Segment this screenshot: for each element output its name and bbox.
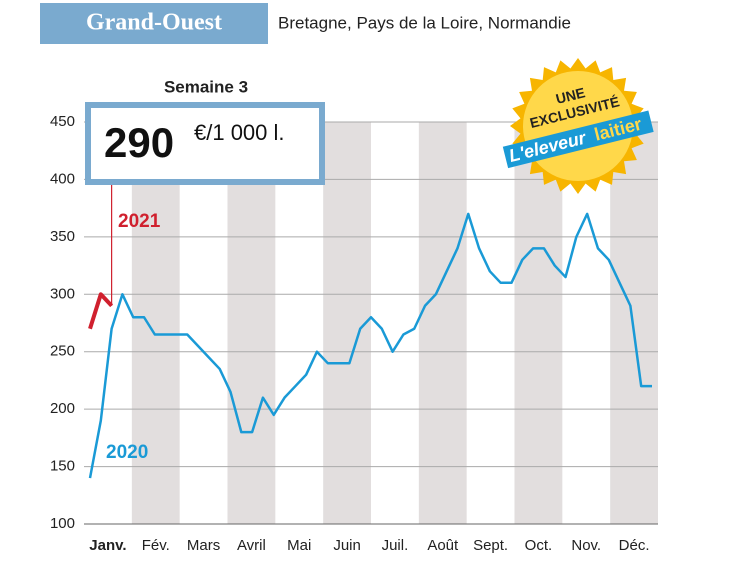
subtitle: Bretagne, Pays de la Loire, Normandie <box>278 13 571 32</box>
y-tick-label: 350 <box>50 228 75 245</box>
y-tick-label: 200 <box>50 400 75 417</box>
series-label: 2021 <box>118 211 161 232</box>
x-tick-label: Mars <box>187 537 220 554</box>
x-tick-label: Juin <box>333 537 361 554</box>
x-tick-label: Janv. <box>89 537 126 554</box>
month-band <box>514 122 563 524</box>
month-band <box>131 122 180 524</box>
x-tick-label: Déc. <box>619 537 650 554</box>
week-label: Semaine 3 <box>164 77 248 96</box>
callout-unit: €/1 000 l. <box>194 120 285 145</box>
callout-value: 290 <box>104 119 174 166</box>
x-tick-label: Mai <box>287 537 311 554</box>
series-line <box>88 292 114 330</box>
month-band <box>418 122 467 524</box>
badge-brand-box <box>502 110 654 169</box>
y-tick-label: 400 <box>50 170 75 187</box>
callout-box <box>85 102 325 185</box>
x-tick-label: Avril <box>237 537 266 554</box>
month-band <box>227 122 276 524</box>
x-tick-label: Nov. <box>571 537 601 554</box>
x-tick-label: Fév. <box>142 537 170 554</box>
series-label: 2020 <box>106 442 148 463</box>
badge-line: UNE <box>554 84 587 107</box>
x-tick-label: Oct. <box>525 537 553 554</box>
title-box <box>40 3 268 44</box>
y-tick-label: 300 <box>50 285 75 302</box>
title: Grand-Ouest <box>86 10 222 36</box>
x-tick-label: Juil. <box>382 537 409 554</box>
month-band <box>610 122 658 524</box>
month-band <box>323 122 371 524</box>
y-tick-label: 250 <box>50 343 75 360</box>
x-tick-label: Août <box>427 537 459 554</box>
y-tick-label: 100 <box>50 515 75 532</box>
series-line <box>88 212 652 479</box>
y-tick-label: 450 <box>50 113 75 130</box>
x-tick-label: Sept. <box>473 537 508 554</box>
y-tick-label: 150 <box>50 458 75 475</box>
